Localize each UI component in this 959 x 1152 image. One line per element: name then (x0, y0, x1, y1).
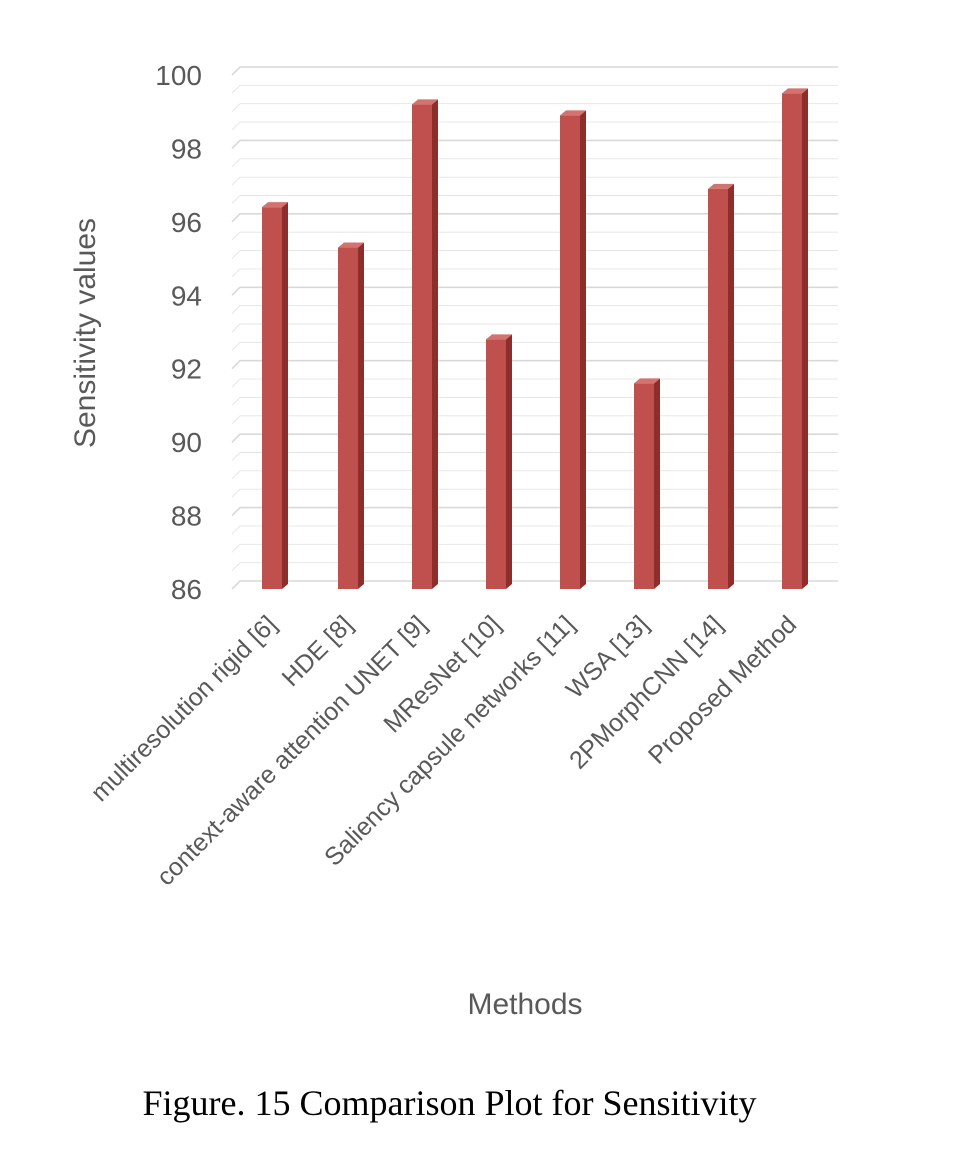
minor-gridline (231, 341, 838, 351)
y-tick-label: 88 (171, 501, 202, 532)
major-gridline (231, 139, 838, 149)
bar-side (728, 183, 734, 590)
bar-side (506, 334, 512, 589)
bar-top (262, 202, 288, 208)
y-tick-label: 96 (171, 207, 202, 238)
bar (560, 110, 586, 589)
bars (262, 88, 808, 590)
minor-gridline (231, 543, 838, 553)
gridlines (231, 66, 838, 590)
bar (262, 202, 288, 589)
bar (708, 183, 734, 590)
bar (338, 242, 364, 590)
major-gridline (231, 433, 838, 443)
y-axis-ticks: 86 88 90 92 94 96 98 100 (155, 60, 202, 605)
figure-caption: Figure. 15 Comparison Plot for Sensitivi… (142, 1083, 757, 1123)
sensitivity-bar-chart: 86 88 90 92 94 96 98 100 multiresolution rigid … (69, 60, 838, 1021)
major-gridline (231, 359, 838, 370)
minor-gridline (231, 84, 838, 94)
y-tick-label: 100 (155, 60, 202, 91)
bar-side (358, 242, 364, 590)
bar-front (782, 93, 802, 589)
minor-gridline (231, 195, 838, 204)
minor-gridline (231, 158, 838, 168)
major-gridline (231, 66, 838, 76)
bar-side (282, 202, 288, 589)
x-axis-title: Methods (467, 988, 582, 1021)
minor-gridline (231, 231, 838, 241)
bar-top (782, 88, 808, 94)
major-gridline (231, 580, 838, 590)
x-category-label: context-aware attention UNET [9] (151, 610, 432, 891)
bar-side (580, 110, 586, 589)
bar (782, 88, 808, 589)
y-tick-label: 86 (171, 574, 202, 605)
minor-gridline (231, 305, 838, 314)
major-gridline (231, 286, 838, 296)
minor-gridline (231, 396, 838, 406)
y-axis-title: Sensitivity values (69, 218, 102, 448)
minor-gridline (231, 103, 838, 113)
bar-side (432, 99, 438, 589)
bar (634, 378, 660, 589)
bar-front (634, 383, 654, 589)
bar-top (634, 378, 660, 384)
bar-side (802, 88, 808, 589)
minor-gridline (231, 176, 838, 186)
minor-gridline (231, 525, 838, 535)
minor-gridline (231, 250, 838, 259)
bar (412, 99, 438, 589)
bar-top (560, 110, 586, 116)
major-gridline (231, 506, 838, 517)
bar-front (262, 207, 282, 589)
minor-gridline (231, 562, 838, 571)
y-tick-label: 94 (171, 280, 202, 311)
minor-gridline (231, 488, 838, 498)
y-tick-label: 98 (171, 133, 202, 164)
y-tick-label: 90 (171, 427, 202, 458)
bar (486, 334, 512, 589)
bar-front (708, 188, 728, 590)
bar-front (338, 247, 358, 590)
x-axis-category-labels: multiresolution rigid [6]HDE [8]context-… (86, 610, 803, 891)
minor-gridline (231, 415, 838, 425)
minor-gridline (231, 121, 838, 131)
minor-gridline (231, 470, 838, 480)
bar-front (412, 104, 432, 589)
y-tick-label: 92 (171, 354, 202, 385)
bar-front (560, 115, 580, 589)
major-gridline (231, 213, 838, 223)
bar-side (654, 378, 660, 589)
bar-top (338, 242, 364, 248)
bar-top (486, 334, 512, 340)
minor-gridline (231, 268, 838, 278)
bar-top (708, 183, 734, 189)
minor-gridline (231, 323, 838, 333)
minor-gridline (231, 378, 838, 388)
bar-front (486, 339, 506, 589)
minor-gridline (231, 452, 838, 461)
bar-top (412, 99, 438, 105)
